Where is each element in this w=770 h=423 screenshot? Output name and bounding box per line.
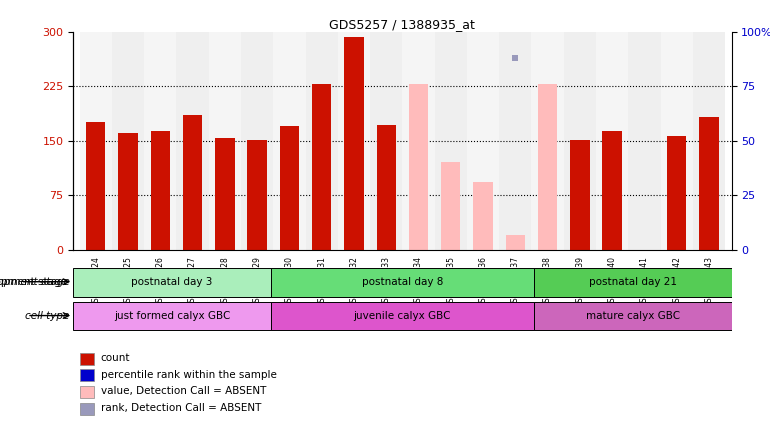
Text: postnatal day 8: postnatal day 8 xyxy=(362,277,443,287)
Bar xyxy=(474,182,493,250)
Bar xyxy=(176,32,209,250)
Bar xyxy=(628,32,661,250)
Bar xyxy=(80,386,94,398)
Bar xyxy=(306,32,338,250)
Bar xyxy=(409,84,428,250)
Text: percentile rank within the sample: percentile rank within the sample xyxy=(101,370,276,379)
Bar xyxy=(499,32,531,250)
Bar xyxy=(338,32,370,250)
Bar xyxy=(534,302,732,330)
Bar xyxy=(80,352,94,365)
Bar xyxy=(538,84,557,250)
Bar xyxy=(370,32,403,250)
Bar xyxy=(506,235,525,250)
Title: GDS5257 / 1388935_at: GDS5257 / 1388935_at xyxy=(330,18,475,30)
Bar xyxy=(144,32,176,250)
Bar xyxy=(564,32,596,250)
Text: development stage: development stage xyxy=(0,277,70,287)
Bar xyxy=(273,32,306,250)
Text: count: count xyxy=(101,353,130,363)
Bar xyxy=(151,131,170,250)
Bar xyxy=(79,32,112,250)
Bar xyxy=(667,135,686,250)
Bar xyxy=(570,140,590,250)
Bar xyxy=(215,138,235,250)
Bar xyxy=(312,84,331,250)
Bar xyxy=(699,117,718,250)
Text: postnatal day 3: postnatal day 3 xyxy=(131,277,213,287)
Bar xyxy=(467,32,499,250)
Bar xyxy=(534,268,732,297)
Text: postnatal day 21: postnatal day 21 xyxy=(589,277,677,287)
Bar xyxy=(280,126,299,250)
Bar xyxy=(86,123,105,250)
Bar xyxy=(119,133,138,250)
Bar xyxy=(531,32,564,250)
Bar xyxy=(693,32,725,250)
Bar xyxy=(377,125,396,250)
Bar xyxy=(661,32,693,250)
Bar xyxy=(73,268,271,297)
Bar xyxy=(73,302,271,330)
Bar xyxy=(80,403,94,415)
Bar xyxy=(271,268,534,297)
Text: development stage: development stage xyxy=(0,277,66,287)
Bar xyxy=(241,32,273,250)
Text: value, Detection Call = ABSENT: value, Detection Call = ABSENT xyxy=(101,386,266,396)
Text: rank, Detection Call = ABSENT: rank, Detection Call = ABSENT xyxy=(101,403,261,413)
Bar xyxy=(183,115,203,250)
Bar xyxy=(112,32,144,250)
Bar xyxy=(344,37,363,250)
Bar xyxy=(596,32,628,250)
Bar xyxy=(80,369,94,382)
Bar xyxy=(434,32,467,250)
Text: mature calyx GBC: mature calyx GBC xyxy=(586,310,680,321)
Text: just formed calyx GBC: just formed calyx GBC xyxy=(114,310,230,321)
Bar xyxy=(403,32,434,250)
Text: cell type: cell type xyxy=(25,310,70,321)
Bar xyxy=(247,140,266,250)
Text: juvenile calyx GBC: juvenile calyx GBC xyxy=(353,310,451,321)
Bar xyxy=(209,32,241,250)
Bar xyxy=(271,302,534,330)
Bar xyxy=(602,131,622,250)
Bar xyxy=(441,162,460,250)
